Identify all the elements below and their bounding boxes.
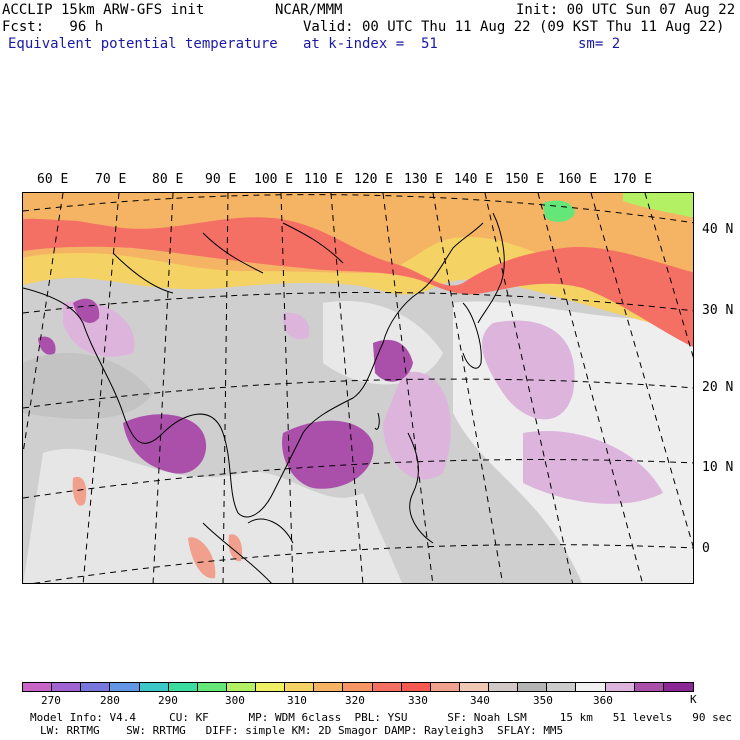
colorbar-tick: 340 bbox=[470, 694, 490, 707]
salmon-sumatra bbox=[188, 537, 216, 579]
level-index: at k-index = 51 bbox=[303, 36, 438, 52]
colorbar-segment bbox=[52, 683, 82, 691]
colorbar-tick: 360 bbox=[593, 694, 613, 707]
colorbar-tick: 280 bbox=[100, 694, 120, 707]
coastlines bbox=[23, 212, 505, 583]
title-institution: NCAR/MMM bbox=[275, 2, 343, 18]
colorbar-tick: 270 bbox=[41, 694, 61, 707]
lon-label: 140 E bbox=[454, 172, 494, 187]
lon-label: 100 E bbox=[254, 172, 294, 187]
colorbar-segment bbox=[343, 683, 373, 691]
map-panel bbox=[22, 192, 694, 584]
cool-patch-lime bbox=[623, 193, 693, 218]
colorbar-segment bbox=[256, 683, 286, 691]
purple-light-scs bbox=[383, 371, 451, 480]
colorbar-segment bbox=[314, 683, 344, 691]
colorbar-segment bbox=[168, 683, 198, 691]
colorbar-segment bbox=[605, 683, 635, 691]
forecast-hour: Fcst: 96 h bbox=[2, 19, 104, 35]
colorbar-segment bbox=[547, 683, 577, 691]
purple-dark-bay-of-bengal bbox=[123, 414, 207, 474]
lon-label: 130 E bbox=[404, 172, 444, 187]
purple-dark-arabia bbox=[38, 336, 56, 355]
warm-band-orange bbox=[23, 193, 693, 303]
colorbar-segment bbox=[663, 683, 693, 691]
colorbar-segment bbox=[634, 683, 664, 691]
field-light-south bbox=[23, 448, 403, 583]
lon-label: 110 E bbox=[304, 172, 344, 187]
lon-label: 70 E bbox=[95, 172, 127, 187]
colorbar-tick: 310 bbox=[287, 694, 307, 707]
model-physics: LW: RRTMG SW: RRTMG DIFF: simple KM: 2D … bbox=[40, 724, 564, 737]
lon-label: 120 E bbox=[354, 172, 394, 187]
colorbar-segment bbox=[81, 683, 111, 691]
lon-label: 150 E bbox=[505, 172, 545, 187]
colorbar-segment bbox=[23, 683, 53, 691]
colorbar-tick: 300 bbox=[225, 694, 245, 707]
lon-label: 170 E bbox=[613, 172, 653, 187]
colorbar-segment bbox=[576, 683, 606, 691]
colorbar-tick: 290 bbox=[158, 694, 178, 707]
colorbar-segment bbox=[489, 683, 519, 691]
colorbar-segment bbox=[285, 683, 315, 691]
model-info: Model Info: V4.4 CU: KF MP: WDM 6class P… bbox=[30, 711, 732, 724]
colorbar-segment bbox=[226, 683, 256, 691]
colorbar-segment bbox=[518, 683, 548, 691]
colorbar-tick: 350 bbox=[533, 694, 553, 707]
colorbar-unit: K bbox=[690, 693, 697, 706]
warm-band-red bbox=[23, 213, 693, 348]
colorbar bbox=[22, 682, 694, 692]
lon-label: 60 E bbox=[37, 172, 69, 187]
colorbar-segment bbox=[372, 683, 402, 691]
salmon-sri-lanka bbox=[72, 476, 87, 506]
colorbar-segment bbox=[110, 683, 140, 691]
init-time: Init: 00 UTC Sun 07 Aug 22 bbox=[516, 2, 736, 18]
field-name: Equivalent potential temperature bbox=[8, 36, 278, 52]
colorbar-segment bbox=[430, 683, 460, 691]
colorbar-tick: 330 bbox=[408, 694, 428, 707]
title-model: ACCLIP 15km ARW-GFS init bbox=[2, 2, 205, 18]
field-mid-india bbox=[23, 353, 153, 419]
colorbar-tick: 320 bbox=[345, 694, 365, 707]
purple-light-china bbox=[282, 312, 310, 340]
warm-band-nw bbox=[23, 193, 183, 222]
valid-time: Valid: 00 UTC Thu 11 Aug 22 (09 KST Thu … bbox=[303, 19, 725, 35]
lon-label: 80 E bbox=[152, 172, 184, 187]
colorbar-segment bbox=[459, 683, 489, 691]
lat-label: 40 N bbox=[702, 222, 734, 237]
lat-label: 20 N bbox=[702, 380, 734, 395]
lon-label: 90 E bbox=[205, 172, 237, 187]
purple-light-pacific bbox=[482, 320, 575, 420]
lat-label: 10 N bbox=[702, 460, 734, 475]
lat-lon-grid bbox=[23, 193, 693, 583]
map-field bbox=[23, 193, 693, 583]
lon-label: 160 E bbox=[558, 172, 598, 187]
lat-label: 0 bbox=[702, 541, 710, 556]
smoothing: sm= 2 bbox=[578, 36, 621, 52]
purple-light-pacific-south bbox=[523, 431, 663, 504]
colorbar-segment bbox=[197, 683, 227, 691]
colorbar-segment bbox=[139, 683, 169, 691]
lat-label: 30 N bbox=[702, 303, 734, 318]
colorbar-segment bbox=[401, 683, 431, 691]
